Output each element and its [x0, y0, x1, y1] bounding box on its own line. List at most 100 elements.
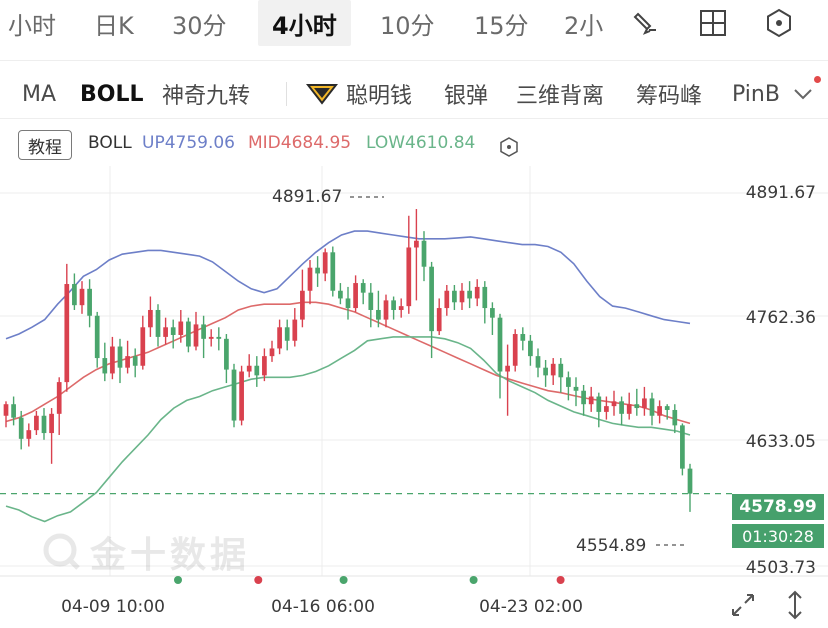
event-marker-dot — [339, 576, 348, 584]
tutorial-button[interactable]: 教程 — [18, 130, 72, 160]
jin10-logo-icon — [43, 533, 80, 570]
countdown-tag: 01:30:28 — [732, 524, 824, 548]
candle-body — [482, 286, 488, 309]
candle-body — [246, 365, 252, 372]
candle-body — [254, 365, 260, 376]
candle-body — [657, 406, 662, 416]
indicator-magic-nine[interactable]: 神奇九转 — [162, 84, 251, 109]
candle-body — [170, 327, 176, 335]
candle-body — [672, 409, 678, 426]
candle-body — [262, 356, 267, 376]
tab-daily[interactable]: 日K — [94, 11, 134, 40]
candle-body — [588, 396, 594, 405]
indicator-pinbar[interactable]: PinB — [732, 81, 780, 107]
candle-body — [201, 324, 206, 339]
candle-body — [398, 306, 404, 310]
candle-body — [11, 404, 16, 418]
tab-4h[interactable]: 4小时 — [258, 0, 351, 46]
draw-pen-icon[interactable] — [628, 6, 662, 40]
boll-lower-line — [5, 336, 691, 523]
candle-body — [56, 382, 62, 414]
boll-upper-line — [5, 230, 691, 340]
chevron-down-icon[interactable] — [792, 84, 814, 104]
chart-svg: 4891.67 4762.36 4633.05 4503.73 04-09 10:00… — [0, 166, 828, 617]
candle-body — [581, 390, 586, 405]
event-marker-dot — [556, 576, 565, 584]
candle-body — [231, 369, 237, 421]
candle-body — [178, 321, 184, 335]
candle-body — [459, 290, 465, 303]
indicator-row: MA BOLL 神奇九转 聪明钱 银弹 三维背离 筹码峰 PinB — [0, 72, 828, 116]
tab-10m[interactable]: 10分 — [380, 11, 435, 40]
indicator-smart-money-label: 聪明钱 — [346, 84, 413, 109]
candle-body — [125, 356, 130, 368]
indicator-3d-divergence[interactable]: 三维背离 — [516, 84, 605, 109]
candle-body — [368, 292, 374, 310]
candle-body — [566, 377, 571, 387]
indicator-boll[interactable]: BOLL — [80, 81, 144, 107]
candle-body — [619, 401, 624, 414]
candle-body — [208, 336, 214, 339]
candle-body — [535, 356, 541, 368]
divider — [0, 118, 828, 119]
candle-body — [110, 346, 115, 374]
tab-15m[interactable]: 15分 — [474, 11, 529, 40]
indicator-chip-peak[interactable]: 筹码峰 — [636, 84, 703, 109]
candle-body — [376, 309, 381, 320]
indicator-smart-money[interactable]: 聪明钱 — [306, 72, 412, 116]
candle-body — [292, 319, 298, 341]
candle-body — [102, 358, 108, 374]
indicator-ma[interactable]: MA — [22, 81, 57, 107]
indicator-silver-bullet[interactable]: 银弹 — [444, 84, 489, 109]
candle-body — [269, 348, 275, 357]
candle-body — [497, 317, 503, 372]
candle-body — [360, 283, 366, 293]
candle-body — [543, 367, 548, 376]
candle-body — [452, 290, 457, 303]
legend-settings-icon[interactable] — [498, 136, 520, 158]
candle-body — [649, 398, 655, 416]
legend-up: UP4759.06 — [142, 133, 235, 153]
candle-body — [34, 415, 39, 431]
candle-body — [664, 406, 670, 410]
candle-body — [94, 315, 100, 359]
max-price-label: 4891.67 — [272, 187, 342, 207]
x-tick-label: 04-23 02:00 — [479, 597, 583, 617]
event-marker-dot — [469, 576, 478, 584]
boll-legend: 教程 BOLL UP4759.06 MID4684.95 LOW4610.84 — [0, 126, 828, 166]
tab-30m[interactable]: 30分 — [172, 11, 227, 40]
candle-body — [626, 404, 632, 414]
grid-lines — [0, 166, 828, 577]
expand-icon[interactable] — [728, 590, 758, 620]
crown-icon — [306, 82, 338, 106]
legend-mid: MID4684.95 — [248, 133, 352, 153]
candle-body — [520, 334, 526, 341]
last-price-tag: 4578.99 — [732, 494, 824, 520]
event-marker-dot — [254, 576, 263, 584]
candle-body — [467, 290, 472, 299]
candle-body — [573, 386, 579, 391]
x-axis: 04-09 10:00 04-16 06:00 04-23 02:00 — [61, 597, 583, 617]
settings-hexagon-icon[interactable] — [762, 6, 796, 40]
candle-body — [155, 309, 161, 337]
candle-body — [216, 336, 222, 339]
candlestick-chart[interactable]: 4891.67 4762.36 4633.05 4503.73 04-09 10:00… — [0, 166, 828, 624]
indicator-badge — [814, 76, 821, 83]
tab-1h[interactable]: 小时 — [8, 11, 56, 40]
candle-body — [186, 321, 191, 347]
tab-2h[interactable]: 2小 — [564, 11, 604, 40]
grid-layout-icon[interactable] — [696, 6, 730, 40]
candle-body — [680, 425, 685, 469]
candle-body — [284, 327, 290, 341]
candle-body — [338, 290, 343, 299]
x-tick-label: 04-09 10:00 — [61, 597, 165, 617]
candle-body — [391, 300, 396, 310]
candle-body — [596, 396, 602, 412]
candle-body — [687, 468, 693, 494]
candle-body — [345, 298, 351, 309]
vertical-scale-icon[interactable] — [780, 590, 810, 620]
legend-low: LOW4610.84 — [366, 133, 476, 153]
candle-body — [26, 430, 32, 439]
candle-body — [322, 252, 328, 274]
candle-body — [132, 356, 138, 366]
